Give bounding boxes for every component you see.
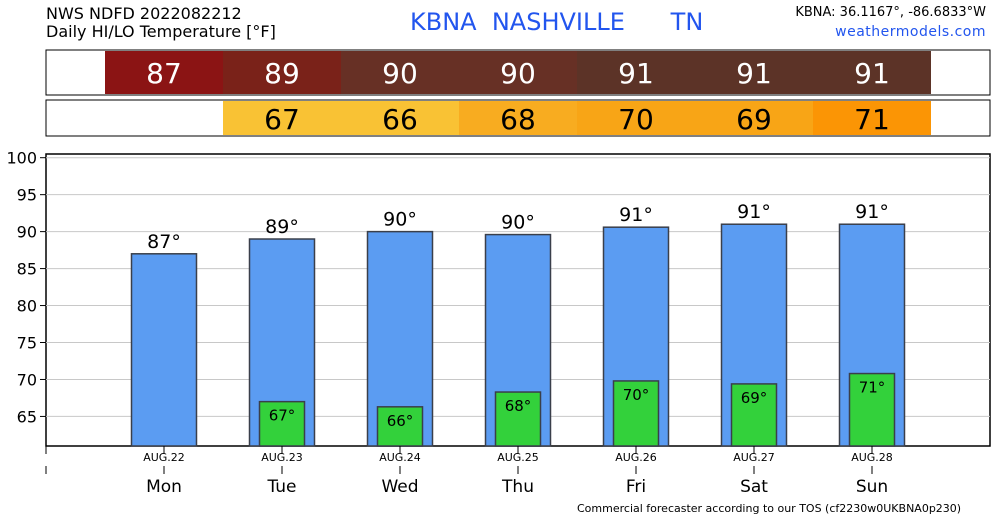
footer-note: Commercial forecaster according to our T… — [577, 502, 962, 515]
lo-bar — [376, 406, 424, 447]
hi-strip-label: 91 — [618, 57, 654, 90]
hi-strip-cell — [695, 51, 813, 94]
day-label: Tue — [266, 477, 296, 497]
lo-bar-label: 66° — [387, 412, 414, 430]
y-tick-label: 70 — [17, 370, 37, 389]
lo-strip-label: 67 — [264, 103, 300, 136]
site-link[interactable]: weathermodels.com — [835, 24, 986, 40]
hi-bar-label: 90° — [501, 212, 535, 234]
hi-strip-label: 89 — [264, 57, 300, 90]
y-tick-label: 65 — [17, 407, 37, 426]
temperature-strips: 87 89 67 90 66 90 68 91 70 91 69 91 71 — [45, 49, 991, 137]
hi-bar-label: 87° — [147, 231, 181, 253]
lo-bar — [258, 400, 306, 447]
lo-strip-cell — [813, 101, 931, 135]
lo-bar-label: 67° — [269, 407, 296, 425]
hi-strip-label: 90 — [500, 57, 536, 90]
lo-strip-label: 71 — [854, 103, 890, 136]
hi-strip-label: 87 — [146, 57, 182, 90]
lo-bar-label: 68° — [505, 397, 532, 415]
date-label: AUG.23 — [261, 451, 303, 464]
lo-strip-label: 69 — [736, 103, 772, 136]
product-subtitle: Daily HI/LO Temperature [°F] — [46, 22, 276, 41]
hi-strip-label: 90 — [382, 57, 418, 90]
y-tick-label: 75 — [17, 334, 37, 353]
date-label: AUG.25 — [497, 451, 539, 464]
lo-strip-cell — [341, 101, 459, 135]
lo-strip-label: 66 — [382, 103, 418, 136]
y-tick-label: 95 — [17, 186, 37, 205]
day-label: Wed — [381, 477, 418, 497]
day-label: Sat — [740, 477, 768, 497]
lo-bar-label: 69° — [741, 389, 768, 407]
day-label: Fri — [626, 477, 646, 497]
hi-bar-label: 91° — [855, 201, 889, 223]
date-label: AUG.26 — [615, 451, 657, 464]
hi-strip-label: 91 — [854, 57, 890, 90]
hi-bar-label: 91° — [737, 201, 771, 223]
lo-strip-label: 68 — [500, 103, 536, 136]
day-label: Sun — [856, 477, 888, 497]
lo-strip-cell — [459, 101, 577, 135]
lo-bar — [612, 380, 660, 447]
hi-bar — [130, 253, 198, 447]
date-label: AUG.24 — [379, 451, 421, 464]
hi-bar-label: 89° — [265, 216, 299, 238]
lo-strip-label: 70 — [618, 103, 654, 136]
lo-strip-cell — [223, 101, 341, 135]
hi-bar-label: 91° — [619, 204, 653, 226]
chart-axes: AUG.22 Mon AUG.23 Tue AUG.24 Wed AUG.25 Thu AUG.… — [45, 446, 893, 497]
lo-strip-cell — [695, 101, 813, 135]
y-tick-label: 80 — [17, 297, 37, 316]
date-label: AUG.27 — [733, 451, 775, 464]
hi-strip-cell — [459, 51, 577, 94]
station-title: KBNA NASHVILLE TN — [410, 8, 704, 36]
y-tick-label: 100 — [6, 149, 37, 168]
lo-strip-cell — [577, 101, 695, 135]
hi-strip-cell — [813, 51, 931, 94]
product-title: NWS NDFD 2022082212 — [46, 4, 242, 23]
y-tick-label: 85 — [17, 260, 37, 279]
hi-bar-label: 90° — [383, 209, 417, 231]
date-label: AUG.22 — [143, 451, 185, 464]
lo-bar-label: 70° — [623, 386, 650, 404]
station-coordinates: KBNA: 36.1167°, -86.6833°W — [795, 5, 986, 20]
hi-strip-cell — [341, 51, 459, 94]
hi-strip-cell — [577, 51, 695, 94]
date-label: AUG.28 — [851, 451, 893, 464]
lo-bar — [730, 383, 778, 447]
hi-strip-cell — [105, 51, 223, 94]
lo-bar-label: 71° — [859, 379, 886, 397]
day-label: Thu — [501, 477, 534, 497]
hi-strip-label: 91 — [736, 57, 772, 90]
day-label: Mon — [146, 477, 182, 497]
hi-strip-cell — [223, 51, 341, 94]
y-tick-label: 90 — [17, 223, 37, 242]
